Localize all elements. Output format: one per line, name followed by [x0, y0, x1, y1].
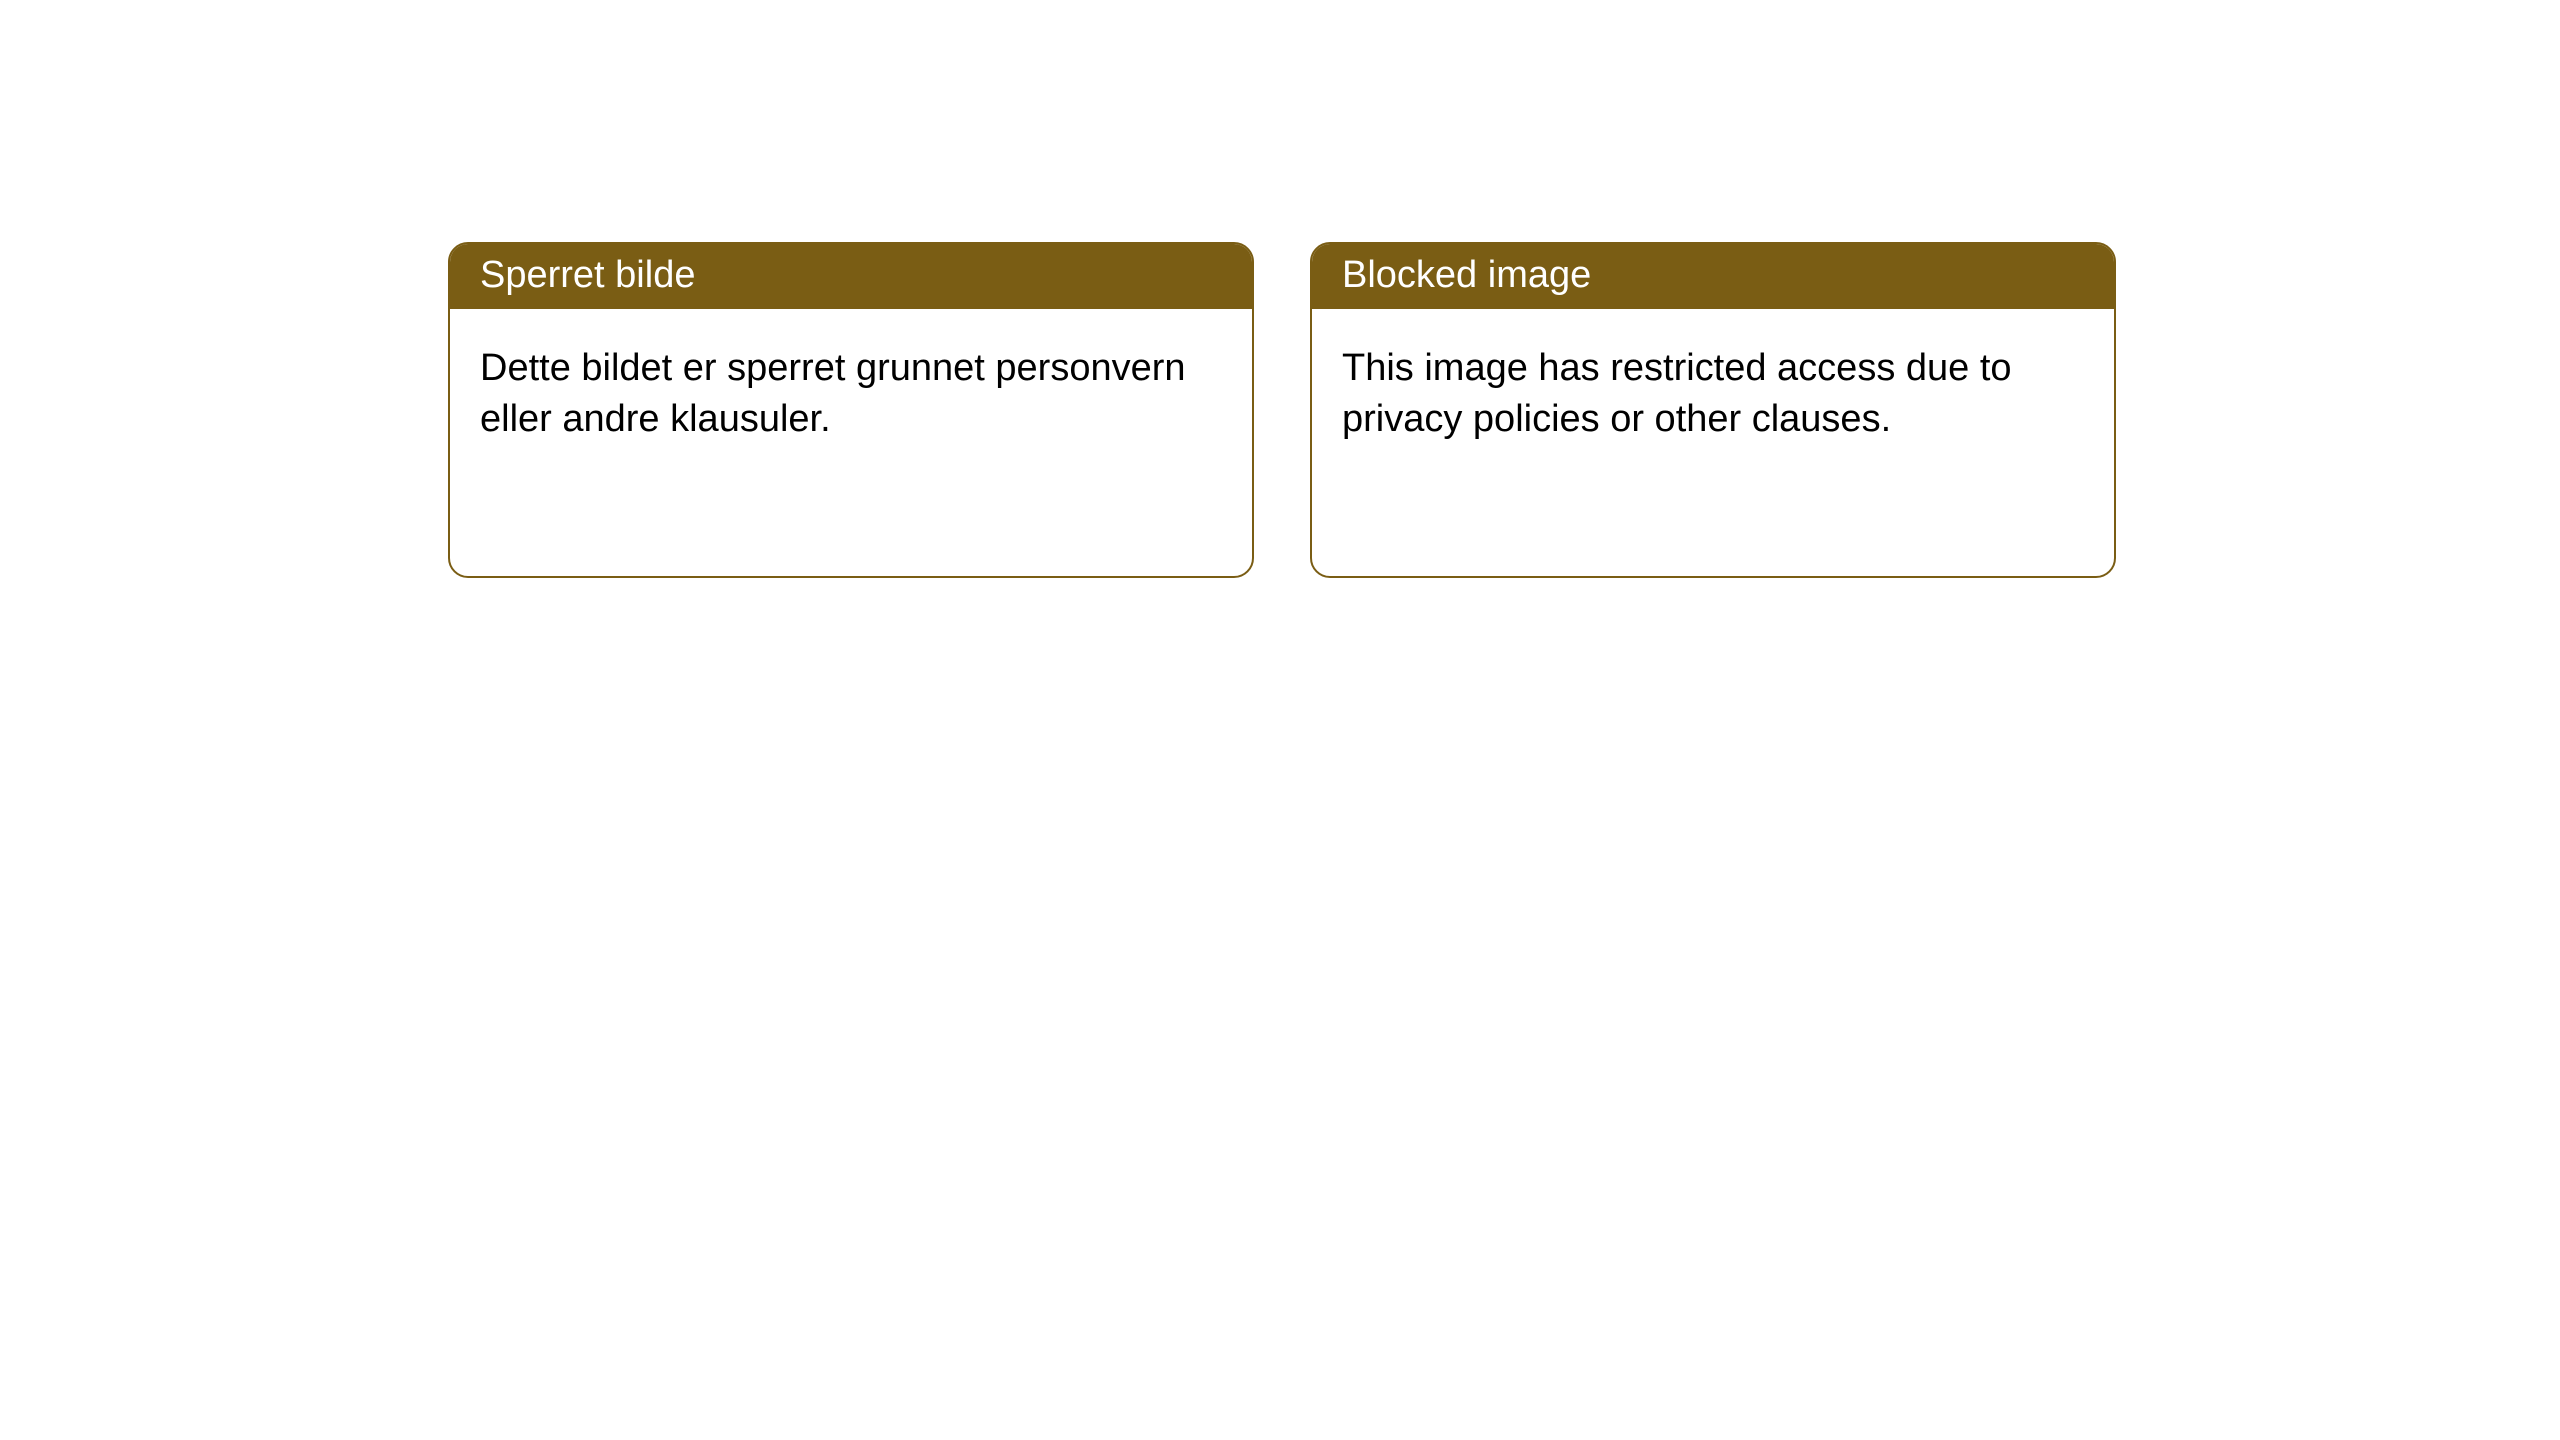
card-body: Dette bildet er sperret grunnet personve…: [450, 309, 1252, 476]
card-title: Blocked image: [1342, 254, 1591, 296]
card-body: This image has restricted access due to …: [1312, 309, 2114, 476]
notice-cards-container: Sperret bilde Dette bildet er sperret gr…: [448, 242, 2116, 578]
card-body-text: This image has restricted access due to …: [1342, 347, 2012, 440]
blocked-image-notice-en: Blocked image This image has restricted …: [1310, 242, 2116, 578]
blocked-image-notice-no: Sperret bilde Dette bildet er sperret gr…: [448, 242, 1254, 578]
card-body-text: Dette bildet er sperret grunnet personve…: [480, 347, 1186, 440]
card-header: Blocked image: [1312, 244, 2114, 309]
card-title: Sperret bilde: [480, 254, 695, 296]
card-header: Sperret bilde: [450, 244, 1252, 309]
